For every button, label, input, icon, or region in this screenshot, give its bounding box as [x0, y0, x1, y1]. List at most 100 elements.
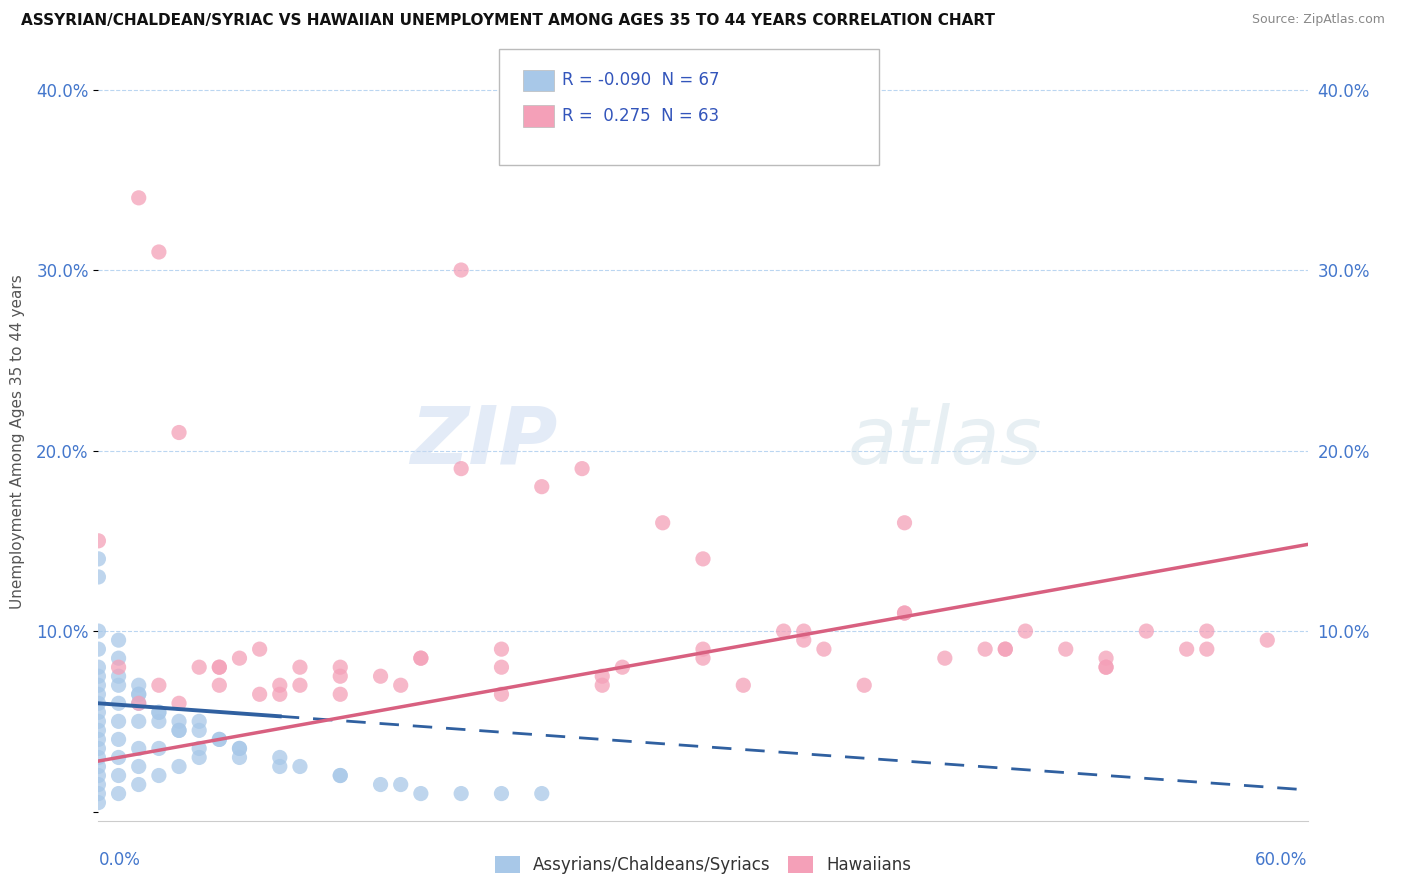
- Point: [1135, 624, 1157, 639]
- Point: [148, 768, 170, 782]
- Point: [87, 714, 110, 729]
- Point: [208, 732, 231, 747]
- Point: [450, 787, 472, 801]
- Point: [87, 687, 110, 701]
- Point: [491, 687, 513, 701]
- Point: [370, 778, 392, 792]
- Point: [692, 552, 714, 566]
- Point: [491, 787, 513, 801]
- Point: [269, 750, 291, 764]
- Point: [167, 759, 190, 773]
- Point: [228, 741, 250, 756]
- Point: [974, 642, 997, 657]
- Point: [994, 642, 1017, 657]
- Point: [1095, 660, 1118, 674]
- Point: [167, 425, 190, 440]
- Point: [148, 741, 170, 756]
- Point: [329, 768, 352, 782]
- Point: [409, 651, 432, 665]
- Point: [450, 461, 472, 475]
- Point: [148, 706, 170, 720]
- Point: [87, 678, 110, 692]
- Point: [269, 687, 291, 701]
- Point: [87, 759, 110, 773]
- Point: [370, 669, 392, 683]
- Point: [128, 191, 150, 205]
- Point: [288, 678, 311, 692]
- Point: [128, 696, 150, 710]
- Point: [269, 678, 291, 692]
- Point: [813, 642, 835, 657]
- Point: [329, 669, 352, 683]
- Point: [491, 660, 513, 674]
- Point: [87, 732, 110, 747]
- Point: [612, 660, 634, 674]
- Text: 60.0%: 60.0%: [1256, 851, 1308, 869]
- Y-axis label: Unemployment Among Ages 35 to 44 years: Unemployment Among Ages 35 to 44 years: [10, 274, 25, 609]
- Point: [107, 787, 129, 801]
- Point: [228, 741, 250, 756]
- Point: [249, 642, 271, 657]
- Point: [107, 633, 129, 648]
- Point: [288, 759, 311, 773]
- Text: Source: ZipAtlas.com: Source: ZipAtlas.com: [1251, 13, 1385, 27]
- Point: [107, 768, 129, 782]
- Point: [208, 732, 231, 747]
- Point: [107, 651, 129, 665]
- Point: [591, 678, 613, 692]
- Point: [107, 660, 129, 674]
- Point: [148, 706, 170, 720]
- Point: [329, 768, 352, 782]
- Point: [128, 687, 150, 701]
- Point: [128, 778, 150, 792]
- Point: [692, 642, 714, 657]
- Point: [269, 759, 291, 773]
- Point: [87, 706, 110, 720]
- Point: [188, 660, 211, 674]
- Point: [530, 480, 553, 494]
- Point: [107, 678, 129, 692]
- Point: [228, 750, 250, 764]
- Point: [1095, 651, 1118, 665]
- Point: [128, 714, 150, 729]
- Point: [772, 624, 794, 639]
- Point: [87, 533, 110, 548]
- Point: [853, 678, 876, 692]
- Point: [87, 723, 110, 738]
- Point: [288, 660, 311, 674]
- Point: [87, 741, 110, 756]
- Point: [934, 651, 956, 665]
- Text: atlas: atlas: [848, 402, 1043, 481]
- Point: [87, 750, 110, 764]
- Point: [107, 669, 129, 683]
- Text: ZIP: ZIP: [411, 402, 558, 481]
- Point: [128, 687, 150, 701]
- Point: [249, 687, 271, 701]
- Point: [733, 678, 755, 692]
- Point: [87, 787, 110, 801]
- Point: [893, 516, 915, 530]
- Point: [87, 624, 110, 639]
- Point: [893, 606, 915, 620]
- Legend: Assyrians/Chaldeans/Syriacs, Hawaiians: Assyrians/Chaldeans/Syriacs, Hawaiians: [488, 849, 918, 880]
- Point: [389, 678, 412, 692]
- Point: [167, 723, 190, 738]
- Point: [167, 714, 190, 729]
- Point: [530, 787, 553, 801]
- Point: [107, 732, 129, 747]
- Point: [87, 552, 110, 566]
- Point: [107, 714, 129, 729]
- Point: [87, 570, 110, 584]
- Point: [148, 244, 170, 259]
- Text: ASSYRIAN/CHALDEAN/SYRIAC VS HAWAIIAN UNEMPLOYMENT AMONG AGES 35 TO 44 YEARS CORR: ASSYRIAN/CHALDEAN/SYRIAC VS HAWAIIAN UNE…: [21, 13, 995, 29]
- Point: [87, 642, 110, 657]
- Point: [148, 678, 170, 692]
- Point: [994, 642, 1017, 657]
- Point: [893, 606, 915, 620]
- Point: [188, 750, 211, 764]
- Point: [87, 778, 110, 792]
- Point: [167, 723, 190, 738]
- Text: R = -0.090  N = 67: R = -0.090 N = 67: [562, 71, 720, 89]
- Point: [128, 759, 150, 773]
- Point: [1195, 624, 1218, 639]
